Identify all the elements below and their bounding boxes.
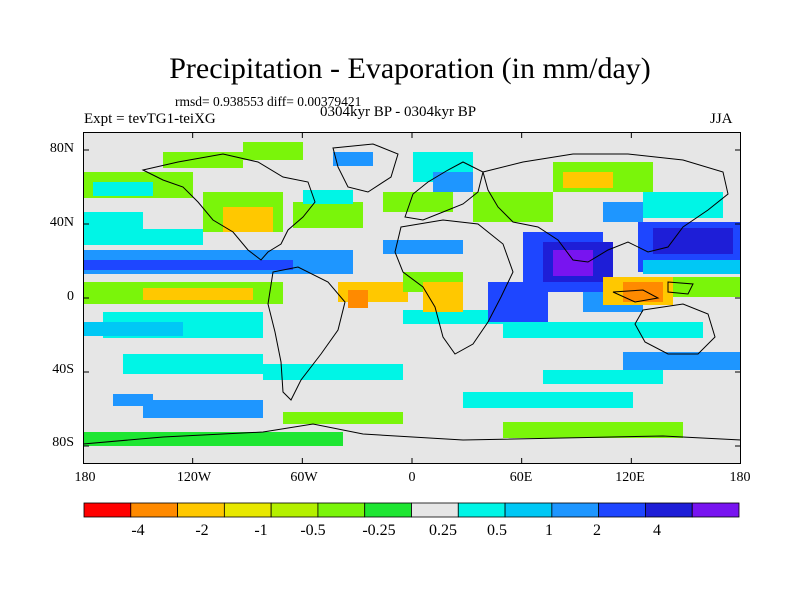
lon-label-120e: 120E — [615, 470, 645, 485]
lon-label-180w: 180 — [74, 470, 96, 485]
experiment-label: Expt = tevTG1-teiXG — [84, 111, 216, 127]
colorbar-swatch — [598, 502, 646, 518]
season-label: JJA — [710, 111, 733, 127]
stats-line: rmsd= 0.938553 diff= 0.00379421 — [175, 94, 362, 109]
colorbar-label: 2 — [593, 522, 601, 539]
lon-label-120w: 120W — [176, 470, 212, 485]
colorbar-label: -0.25 — [362, 522, 396, 539]
lat-label-80n: 80N — [49, 141, 74, 156]
colorbar-swatch — [130, 502, 178, 518]
colorbar-swatch — [83, 502, 132, 518]
colorbar-swatch — [364, 502, 412, 518]
colorbar-swatch — [551, 502, 600, 518]
lon-label-180e: 180 — [729, 470, 751, 485]
colorbar-label: -0.5 — [300, 522, 326, 539]
lat-label-80s: 80S — [52, 435, 74, 450]
colorbar-swatch — [457, 502, 506, 518]
coastlines — [83, 143, 741, 445]
lat-label-eq: 0 — [67, 289, 74, 304]
colorbar-swatch — [223, 502, 272, 518]
anomaly-field — [83, 142, 741, 446]
colorbar-swatch — [411, 502, 459, 518]
lon-label-60w: 60W — [290, 470, 318, 485]
colorbar-label: 1 — [545, 522, 553, 539]
colorbar-label: 0.25 — [429, 522, 457, 539]
colorbar-label: 4 — [653, 522, 661, 539]
colorbar — [83, 502, 740, 518]
lon-label-60e: 60E — [509, 470, 533, 485]
precip-evap-map — [83, 132, 741, 464]
colorbar-label: -1 — [254, 522, 268, 539]
colorbar-swatch — [317, 502, 366, 518]
chart-title: Precipitation - Evaporation (in mm/day) — [169, 52, 651, 85]
lat-label-40n: 40N — [49, 215, 74, 230]
lat-label-40s: 40S — [52, 362, 74, 377]
colorbar-swatch — [504, 502, 553, 518]
colorbar-swatch — [177, 502, 225, 518]
colorbar-label: -2 — [195, 522, 209, 539]
colorbar-swatch — [691, 502, 740, 518]
axis-ticks — [83, 132, 741, 464]
colorbar-label: 0.5 — [487, 522, 507, 539]
period-label: 0304kyr BP - 0304kyr BP — [320, 104, 477, 120]
lon-label-0: 0 — [408, 470, 416, 485]
colorbar-swatch — [270, 502, 319, 518]
colorbar-label: -4 — [131, 522, 145, 539]
colorbar-swatch — [645, 502, 693, 518]
